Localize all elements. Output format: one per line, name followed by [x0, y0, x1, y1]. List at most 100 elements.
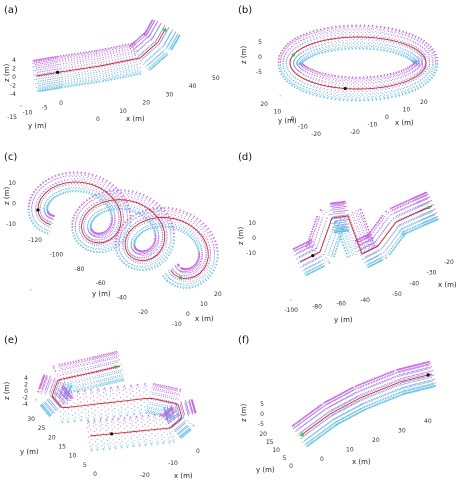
a-point [110, 51, 112, 53]
a-tick-label: -4 [10, 91, 16, 98]
a-point [171, 29, 174, 31]
a-point [126, 74, 129, 76]
b-point [337, 88, 339, 90]
b-point [298, 86, 300, 88]
c-point [35, 194, 37, 196]
b-point [338, 78, 340, 80]
a-point [150, 22, 152, 24]
b-point [383, 50, 385, 52]
b-point [338, 31, 340, 33]
a-point [119, 51, 121, 53]
a-point [133, 66, 135, 68]
b-point [278, 68, 280, 70]
a-point [35, 86, 38, 88]
a-point [43, 87, 45, 89]
a-point [46, 77, 48, 79]
b-point [389, 33, 391, 35]
a-point [114, 48, 116, 50]
c-point [28, 203, 30, 205]
a-point [133, 50, 136, 52]
b-point [291, 84, 293, 86]
b-point [297, 37, 299, 39]
a-point [49, 58, 51, 60]
a-point [122, 66, 124, 68]
a-point [136, 63, 138, 65]
b-point [431, 71, 433, 73]
c-point [43, 204, 45, 207]
c-point [109, 210, 111, 212]
a-point [174, 42, 176, 44]
b-point [412, 90, 414, 93]
c-point [49, 202, 51, 204]
b-point [371, 27, 373, 30]
a-point [121, 49, 123, 51]
b-point [372, 99, 374, 101]
b-point [393, 73, 395, 75]
c-point [49, 200, 51, 202]
c-point [39, 189, 41, 191]
b-point [309, 87, 311, 90]
c-point [123, 218, 125, 220]
b-point [311, 74, 313, 76]
c-point [74, 188, 76, 190]
c-point [109, 232, 112, 234]
c-point [29, 196, 31, 198]
c-point [102, 245, 104, 247]
c-point [118, 214, 120, 216]
c-point [81, 184, 83, 186]
c-point [103, 177, 105, 180]
a-point [105, 77, 107, 79]
c-point [46, 232, 48, 234]
b-point [430, 52, 432, 54]
b-point [356, 31, 358, 33]
b-point [346, 30, 348, 32]
a-point [103, 50, 105, 52]
a-point [127, 49, 129, 52]
c-point [54, 174, 56, 176]
a-point [165, 31, 167, 34]
b-point [287, 46, 289, 48]
a-point [37, 59, 39, 61]
b-point [420, 68, 422, 70]
b-point [431, 49, 434, 51]
b-point [311, 73, 313, 75]
a-point [86, 66, 88, 68]
a-point [115, 50, 117, 52]
a-point [66, 66, 68, 69]
b-point [403, 69, 405, 71]
a-point [82, 81, 84, 83]
c-point [34, 195, 36, 197]
a-point [114, 77, 116, 79]
c-point [98, 247, 100, 250]
a-point [169, 47, 171, 49]
b-point [417, 88, 419, 90]
b-point [306, 67, 308, 69]
a-point [71, 83, 74, 85]
b-point [417, 37, 419, 39]
b-point [319, 74, 321, 76]
a-point [50, 78, 52, 80]
b-point [352, 26, 354, 28]
b-point [409, 52, 411, 54]
a-point [75, 65, 77, 67]
a-point [154, 62, 156, 64]
b-point [421, 42, 423, 44]
c-point [113, 193, 115, 195]
a-point [44, 77, 46, 79]
a-point [57, 68, 59, 70]
a-point [102, 77, 105, 79]
a-point [43, 89, 45, 91]
b-point [387, 27, 389, 30]
c-point [98, 233, 100, 236]
a-point [141, 34, 143, 36]
a-point [85, 52, 87, 54]
c-point [106, 179, 108, 181]
b-point [343, 98, 345, 100]
b-point [387, 44, 389, 46]
b-point [348, 76, 350, 78]
b-point [383, 97, 385, 99]
b-point [325, 73, 327, 76]
a-point [112, 77, 114, 79]
b-point [390, 96, 392, 98]
